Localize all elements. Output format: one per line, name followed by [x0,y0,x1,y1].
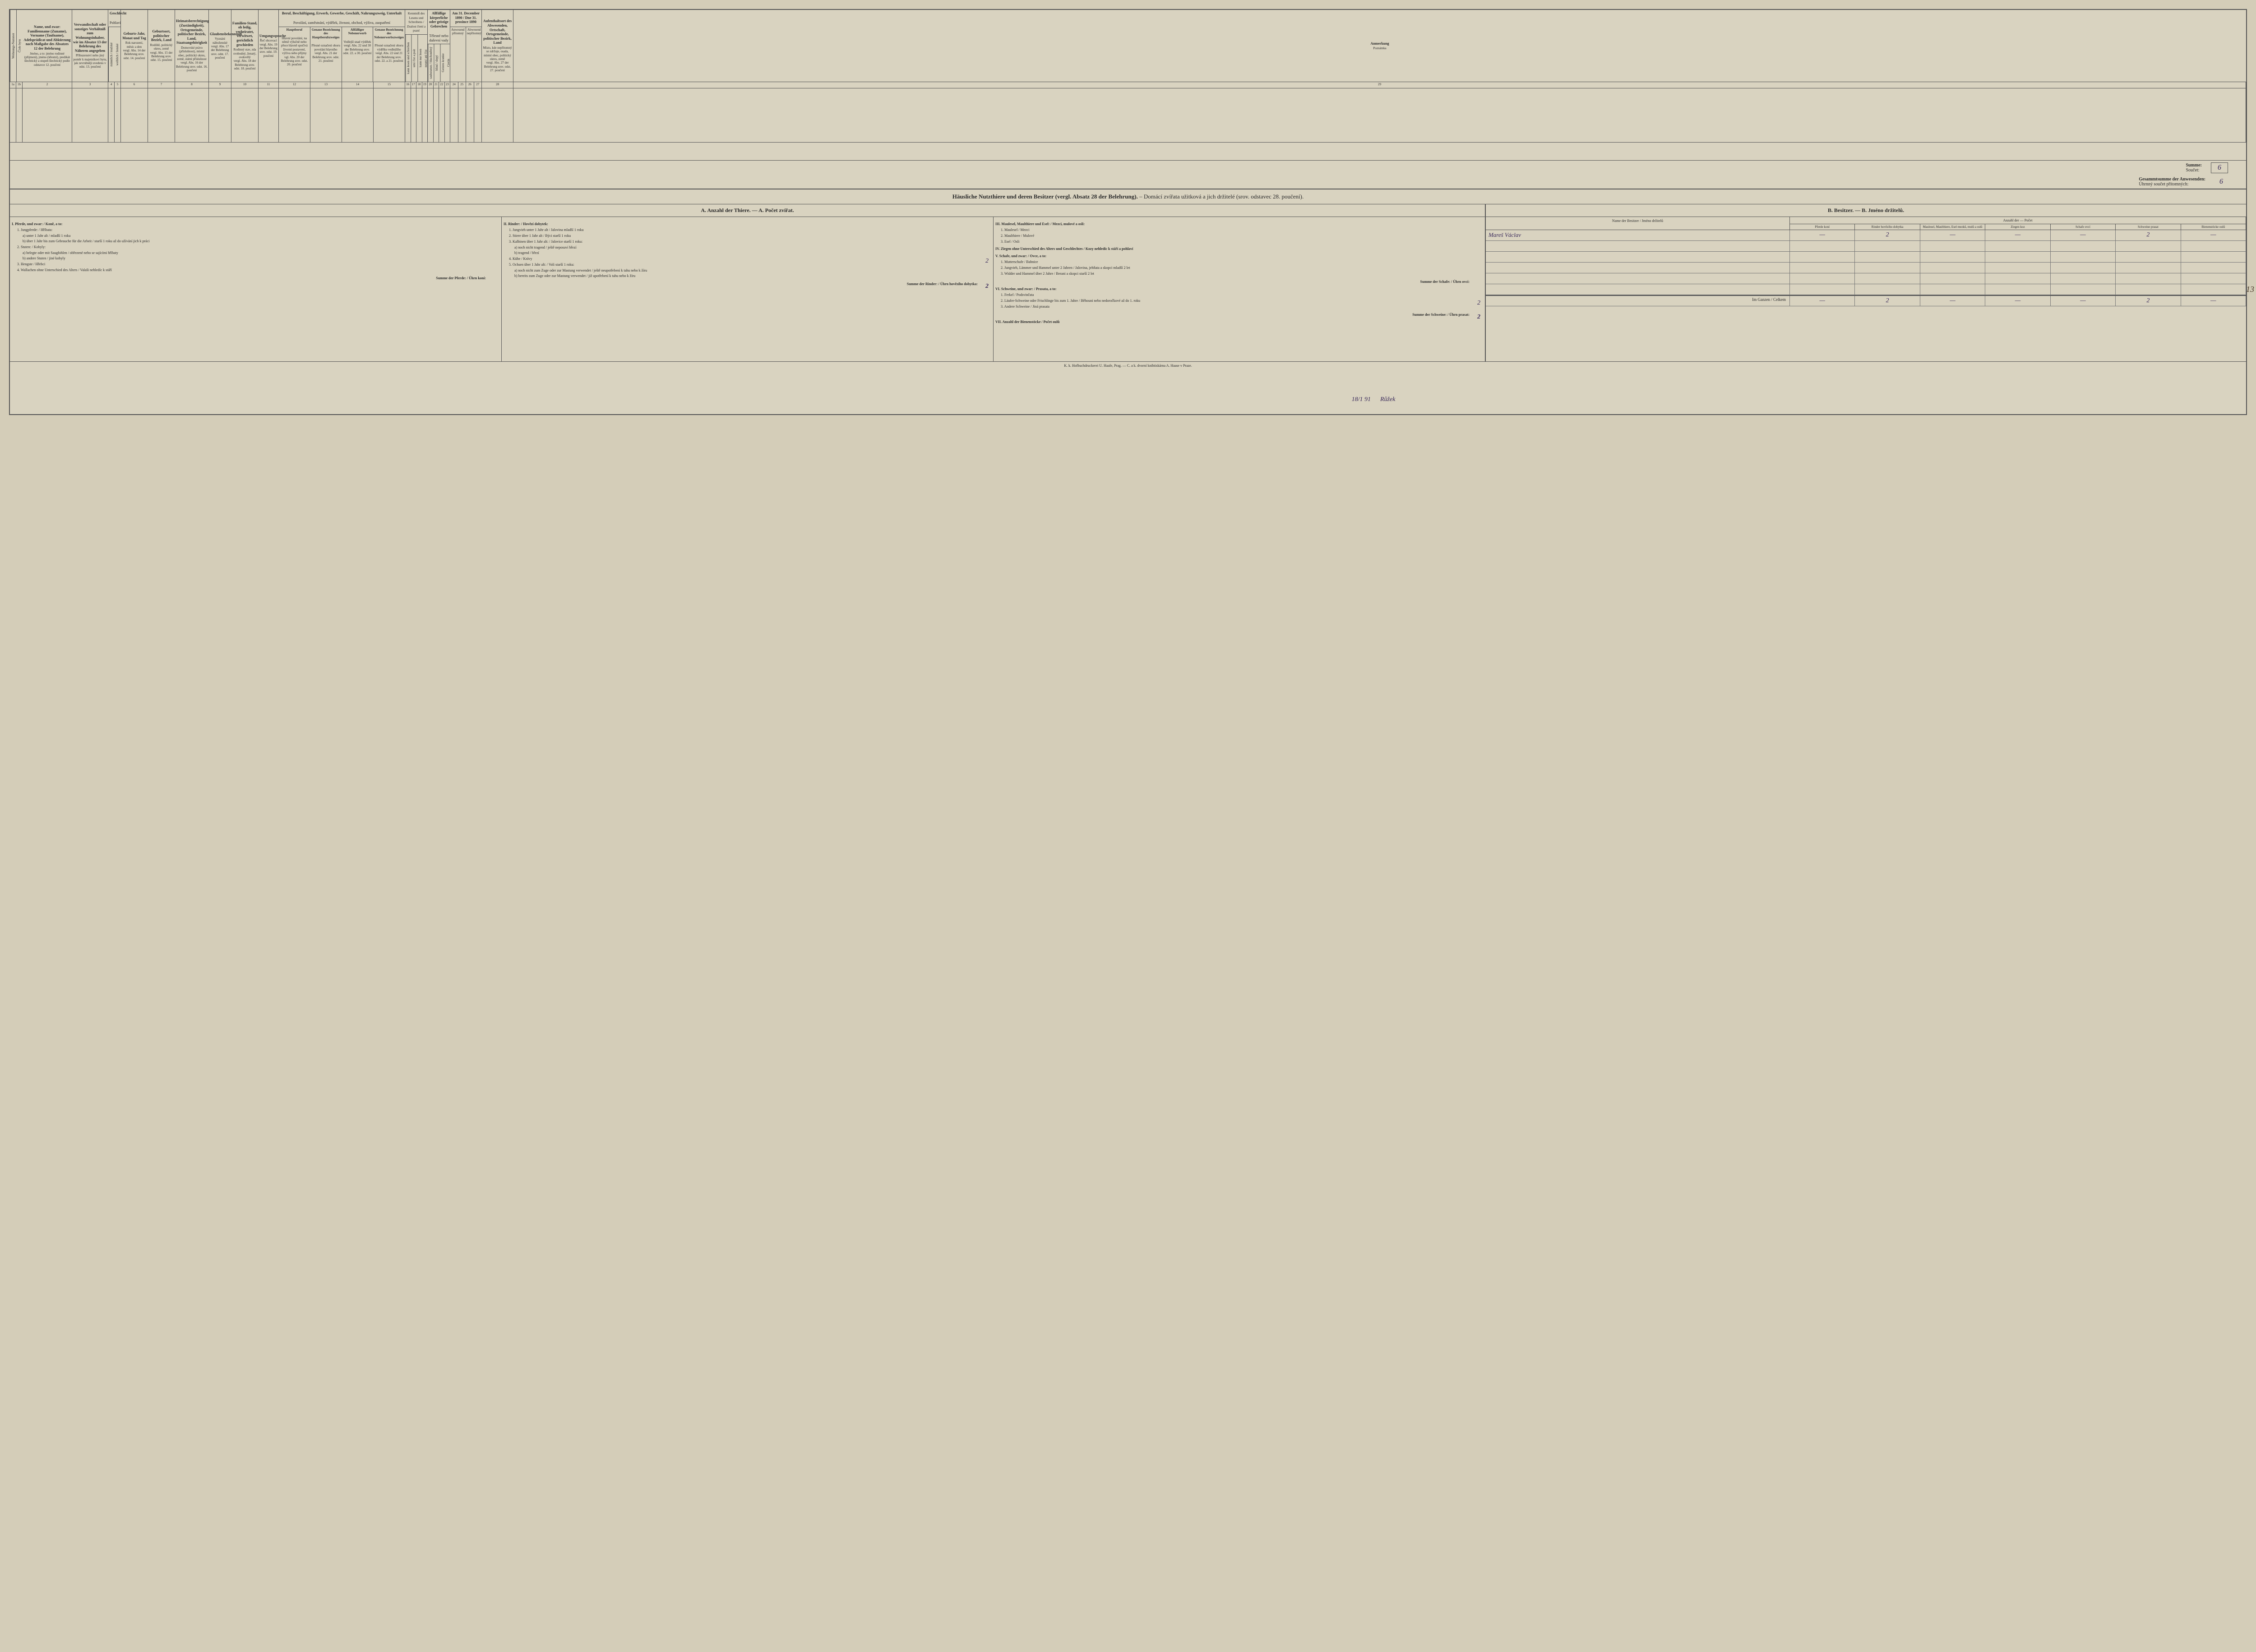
pigs-runners-count: 2 [1477,298,1480,308]
section-a: A. Anzahl der Thiere. — A. Počet zvířat.… [10,204,1486,361]
gesamt-label: Gesammtsumme der Anwesenden: Úhrnný souč… [2139,177,2205,187]
owner-row-empty [1486,241,2246,252]
section-b: B. Besitzer. — B. Jméno držitelů. Name d… [1486,204,2246,361]
col-defects: Allfällige körperliche oder geistige Geb… [428,10,450,82]
col-birth: Geburts-Jahr, Monat und Tag Rok narození… [121,10,148,82]
col-marital: Familien-Stand, ob ledig, verheiratet, v… [231,10,259,82]
col-language: Umgangssprache Řeč obcovací vergl. Abs. … [259,10,279,82]
pigs-total: 2 [1477,312,1480,322]
column-numbers: 1a 1b 2 3 4 5 6 7 8 9 10 11 12 13 14 15 … [10,82,2246,88]
owner-row-empty [1486,273,2246,284]
table-header: Wohnungs-Nummer Číslo bytu Name, und zwa… [10,10,2246,82]
animals-col-other: III. Maulesel, Maulthiere und Esel: / Me… [994,217,1485,361]
col-birthplace: Geburtsort, politischer Bezirk, Land Rod… [148,10,175,82]
person-census-table: Wohnungs-Nummer Číslo bytu Name, und zwa… [10,10,2246,189]
owner-total-row: Im Ganzen / Celkem — 2 — — — 2 — [1486,295,2246,306]
summe-label: Summe: Součet: [2186,163,2202,173]
summe-value: 6 [2211,162,2228,173]
spacer-row [10,143,2246,161]
section-b-title: B. Besitzer. — B. Jméno držitelů. [1486,204,2246,217]
col-domicile: Heimatsberechtigung (Zuständigkeit), Ort… [175,10,209,82]
col-name-cz: Jméno, a to: jméno rodinné (přijmení), j… [23,52,71,67]
owners-header: Name der Besitzer / Jméno držitelů Anzah… [1486,217,2246,230]
signature-date: 18/1 91 [1352,396,1371,403]
col-side-branch: Genaue Bezeichnung des Nebenerwerbszweig… [373,27,405,82]
gesamt-value: 6 [2214,178,2228,186]
cows-count: 2 [985,256,989,266]
owner-name-col: Name der Besitzer / Jméno držitelů [1486,217,1790,230]
summe-row: Summe: Součet: 6 [10,161,2246,175]
col-relation-de: Verwandtschaft oder sonstiges Verhältniß… [73,23,107,53]
owner-row-empty [1486,252,2246,263]
cattle-total: 2 [985,281,989,291]
animals-col-cattle: II. Rinder: / Hovězí dobytek: 1. Jungvie… [502,217,994,361]
census-sheet: 13 Wohnungs-Nummer Číslo bytu Name, und … [9,9,2247,415]
signature: 18/1 91 Růžek [1352,396,1396,403]
col-relation: Verwandtschaft oder sonstiges Verhältniß… [72,10,108,82]
col-main-branch: Genaue Bezeichnung des Hauptberufszweige… [310,27,342,82]
animals-title: Häusliche Nutzthiere und deren Besitzer … [10,189,2246,204]
animals-section: A. Anzahl der Thiere. — A. Počet zvířat.… [10,204,2246,361]
col-sex: GeschlechtPohlaví männlich / mužské weib… [108,10,121,82]
col-occupation-group: Beruf, Beschäftigung, Erwerb, Gewerbe, G… [279,10,405,82]
gesamt-row: Gesammtsumme der Anwesenden: Úhrnný souč… [10,175,2246,189]
col-main-occ: HauptberufHlavní povolání, na němž výluč… [279,27,310,82]
owner-count-label: Anzahl der — Počet [1790,217,2246,224]
owner-row-empty [1486,263,2246,273]
footer-imprint: K. k. Hofbuchdruckerei U. Haafe, Prag. —… [10,361,2246,369]
col-presence: Am 31. December 1890 / Dne 31. prosince … [450,10,482,82]
col-sex-m: männlich / mužské [108,27,115,82]
owner-row-empty [1486,284,2246,295]
col-absent-loc: Aufenthaltsort des Abwesenden, Ortschaft… [482,10,513,82]
owner-row: Mareš Václav — 2 — — — 2 — [1486,230,2246,241]
col-relation-cz: Příbuzenství nebo jiný poměr k majetníko… [73,54,107,69]
col-name: Name, und zwar: Familienname (Zuname), V… [23,10,72,82]
col-sex-f: weiblich / ženské [115,27,120,82]
col-recnum-b: Číslo bytu [16,10,23,82]
person-data-rows-empty [10,88,2246,143]
col-side-occ: Allfälliger NebenerwerbVedlejší snad výd… [342,27,374,82]
col-religion: Glaubensbekenntniß Vyznání náboženské ve… [209,10,231,82]
section-a-title: A. Anzahl der Thiere. — A. Počet zvířat. [10,204,1485,217]
owner-name-value: Mareš Václav [1486,230,1790,240]
margin-number: 13 [2246,285,2254,294]
col-recnum-a: Wohnungs-Nummer [10,10,16,82]
col-literacy: Kenntniß des Lesens und Schreibens / Zna… [405,10,428,82]
signature-name: Růžek [1380,396,1395,403]
col-remark: Anmerkung Poznámka [513,10,2246,82]
col-name-de: Name, und zwar: Familienname (Zuname), V… [23,25,71,51]
animals-col-horses: I. Pferde, und zwar: / Koně, a to: 1. Ju… [10,217,502,361]
owner-total-label: Im Ganzen / Celkem [1486,296,1790,306]
